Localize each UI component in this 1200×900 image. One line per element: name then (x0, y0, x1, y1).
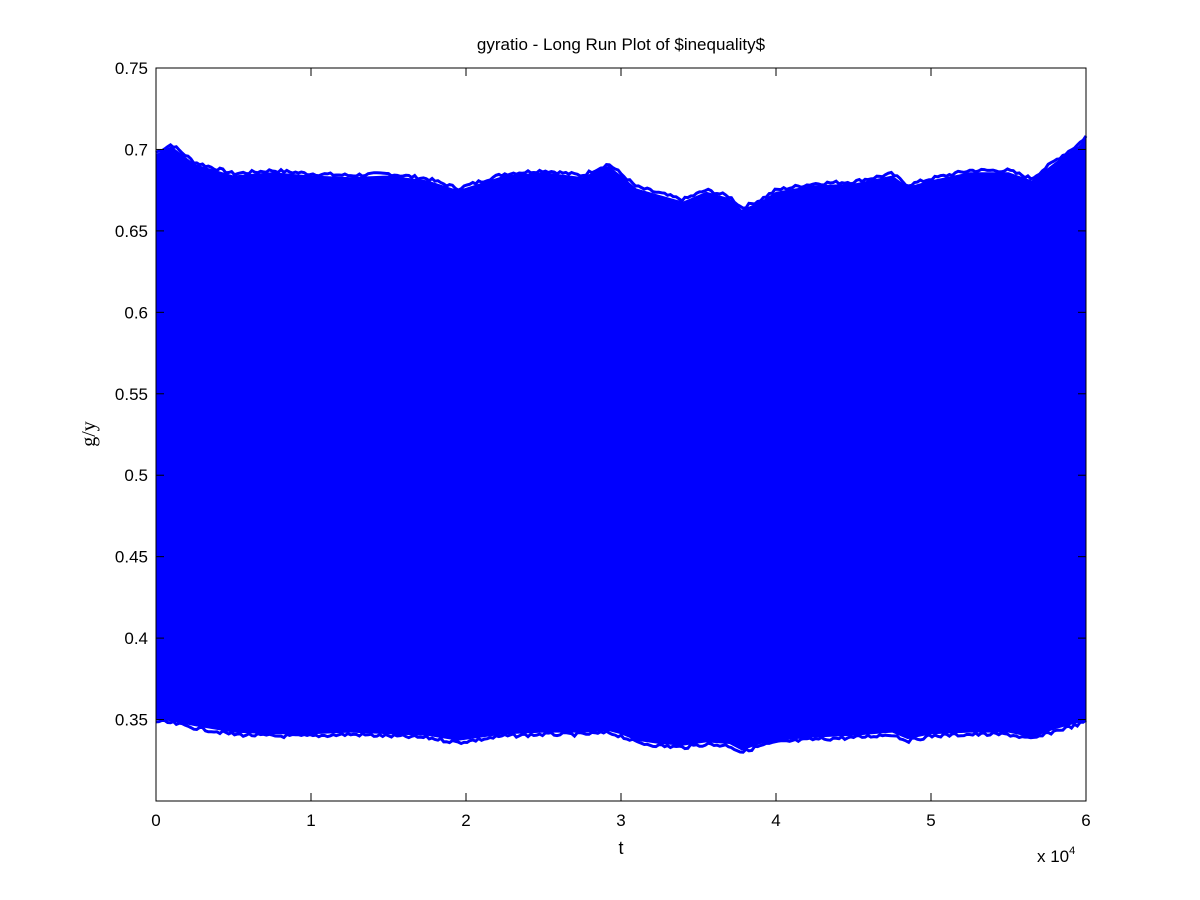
y-tick-label: 0.75 (115, 59, 148, 78)
y-tick-label: 0.35 (115, 711, 148, 730)
y-tick-label: 0.5 (124, 466, 148, 485)
x-tick-label: 5 (926, 811, 935, 830)
x-tick-label: 1 (306, 811, 315, 830)
chart-title: gyratio - Long Run Plot of $inequality$ (477, 35, 766, 54)
y-tick-label: 0.45 (115, 548, 148, 567)
y-tick-label: 0.65 (115, 222, 148, 241)
y-tick-label: 0.55 (115, 385, 148, 404)
y-axis-ticks: 0.35 0.4 0.45 0.5 0.55 0.6 0.65 0.7 0.75 (115, 59, 1086, 730)
y-tick-label: 0.7 (124, 140, 148, 159)
y-tick-label: 0.6 (124, 303, 148, 322)
x-tick-label: 4 (771, 811, 780, 830)
y-axis-label: g/y (78, 421, 100, 447)
x-tick-label: 0 (151, 811, 160, 830)
lower-envelope-edge (155, 718, 1087, 754)
x-multiplier-exponent: 4 (1069, 845, 1075, 857)
fill-jagged-edges (155, 135, 1088, 754)
x-axis-label: t (618, 838, 623, 858)
x-tick-label: 3 (616, 811, 625, 830)
upper-envelope-edge (155, 135, 1088, 210)
y-tick-label: 0.4 (124, 629, 148, 648)
x-axis-ticks: 0 1 2 3 4 5 6 (151, 68, 1091, 830)
data-fill-area (156, 138, 1086, 751)
x-tick-label: 6 (1081, 811, 1090, 830)
x-multiplier-base: x 10 (1037, 847, 1069, 866)
x-tick-label: 2 (461, 811, 470, 830)
x-axis-multiplier: x 104 (1037, 845, 1075, 866)
